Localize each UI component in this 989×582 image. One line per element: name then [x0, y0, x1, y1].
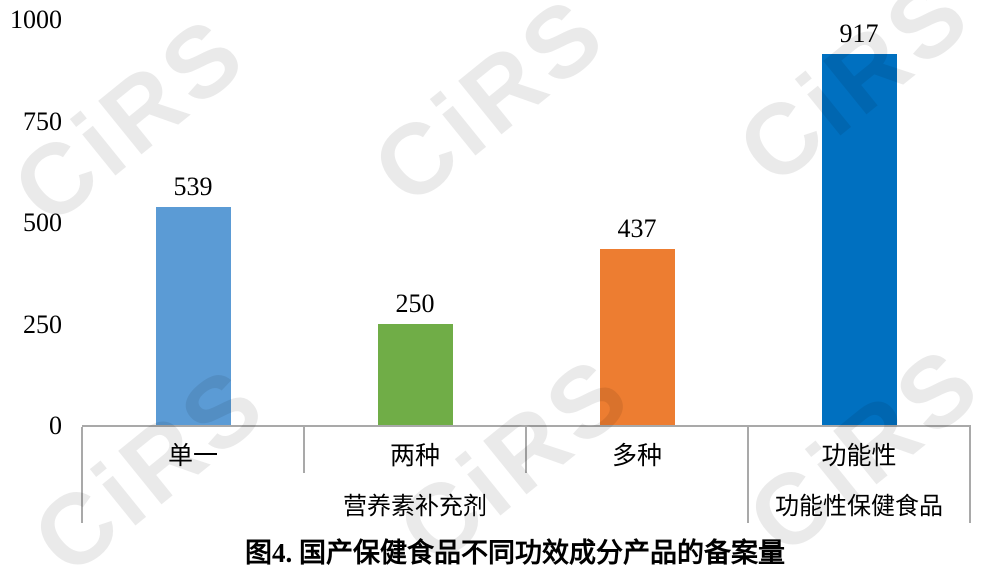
x-axis-category-label: 功能性 [821, 443, 897, 470]
bar-value-label: 539 [173, 172, 213, 201]
chart-title: 图4. 国产保健食品不同功效成分产品的备案量 [245, 538, 785, 568]
y-axis-tick-label: 250 [23, 309, 62, 339]
y-axis-tick-label: 750 [23, 106, 62, 136]
x-axis-category-label: 多种 [611, 443, 662, 470]
bar [378, 324, 453, 426]
bar [822, 54, 897, 426]
y-axis-tick-label: 1000 [10, 5, 62, 34]
x-axis-group-label: 功能性保健食品 [775, 494, 943, 520]
group-separator-line [969, 427, 971, 523]
x-axis-category-label: 单一 [167, 443, 218, 470]
bar-value-label: 250 [395, 289, 435, 318]
x-axis-line [82, 425, 971, 427]
category-separator-line [525, 427, 527, 473]
group-separator-line [747, 427, 749, 523]
y-axis-tick-label: 500 [23, 208, 62, 237]
bar [600, 249, 675, 426]
y-axis-tick-label: 0 [49, 411, 62, 440]
x-axis-category-label: 两种 [389, 443, 440, 470]
category-separator-line [303, 427, 305, 473]
x-axis-group-label: 营养素补充剂 [343, 494, 487, 520]
bar-value-label: 437 [617, 214, 657, 243]
group-separator-line [81, 427, 83, 523]
bar-value-label: 917 [839, 19, 879, 48]
bar [156, 207, 231, 426]
